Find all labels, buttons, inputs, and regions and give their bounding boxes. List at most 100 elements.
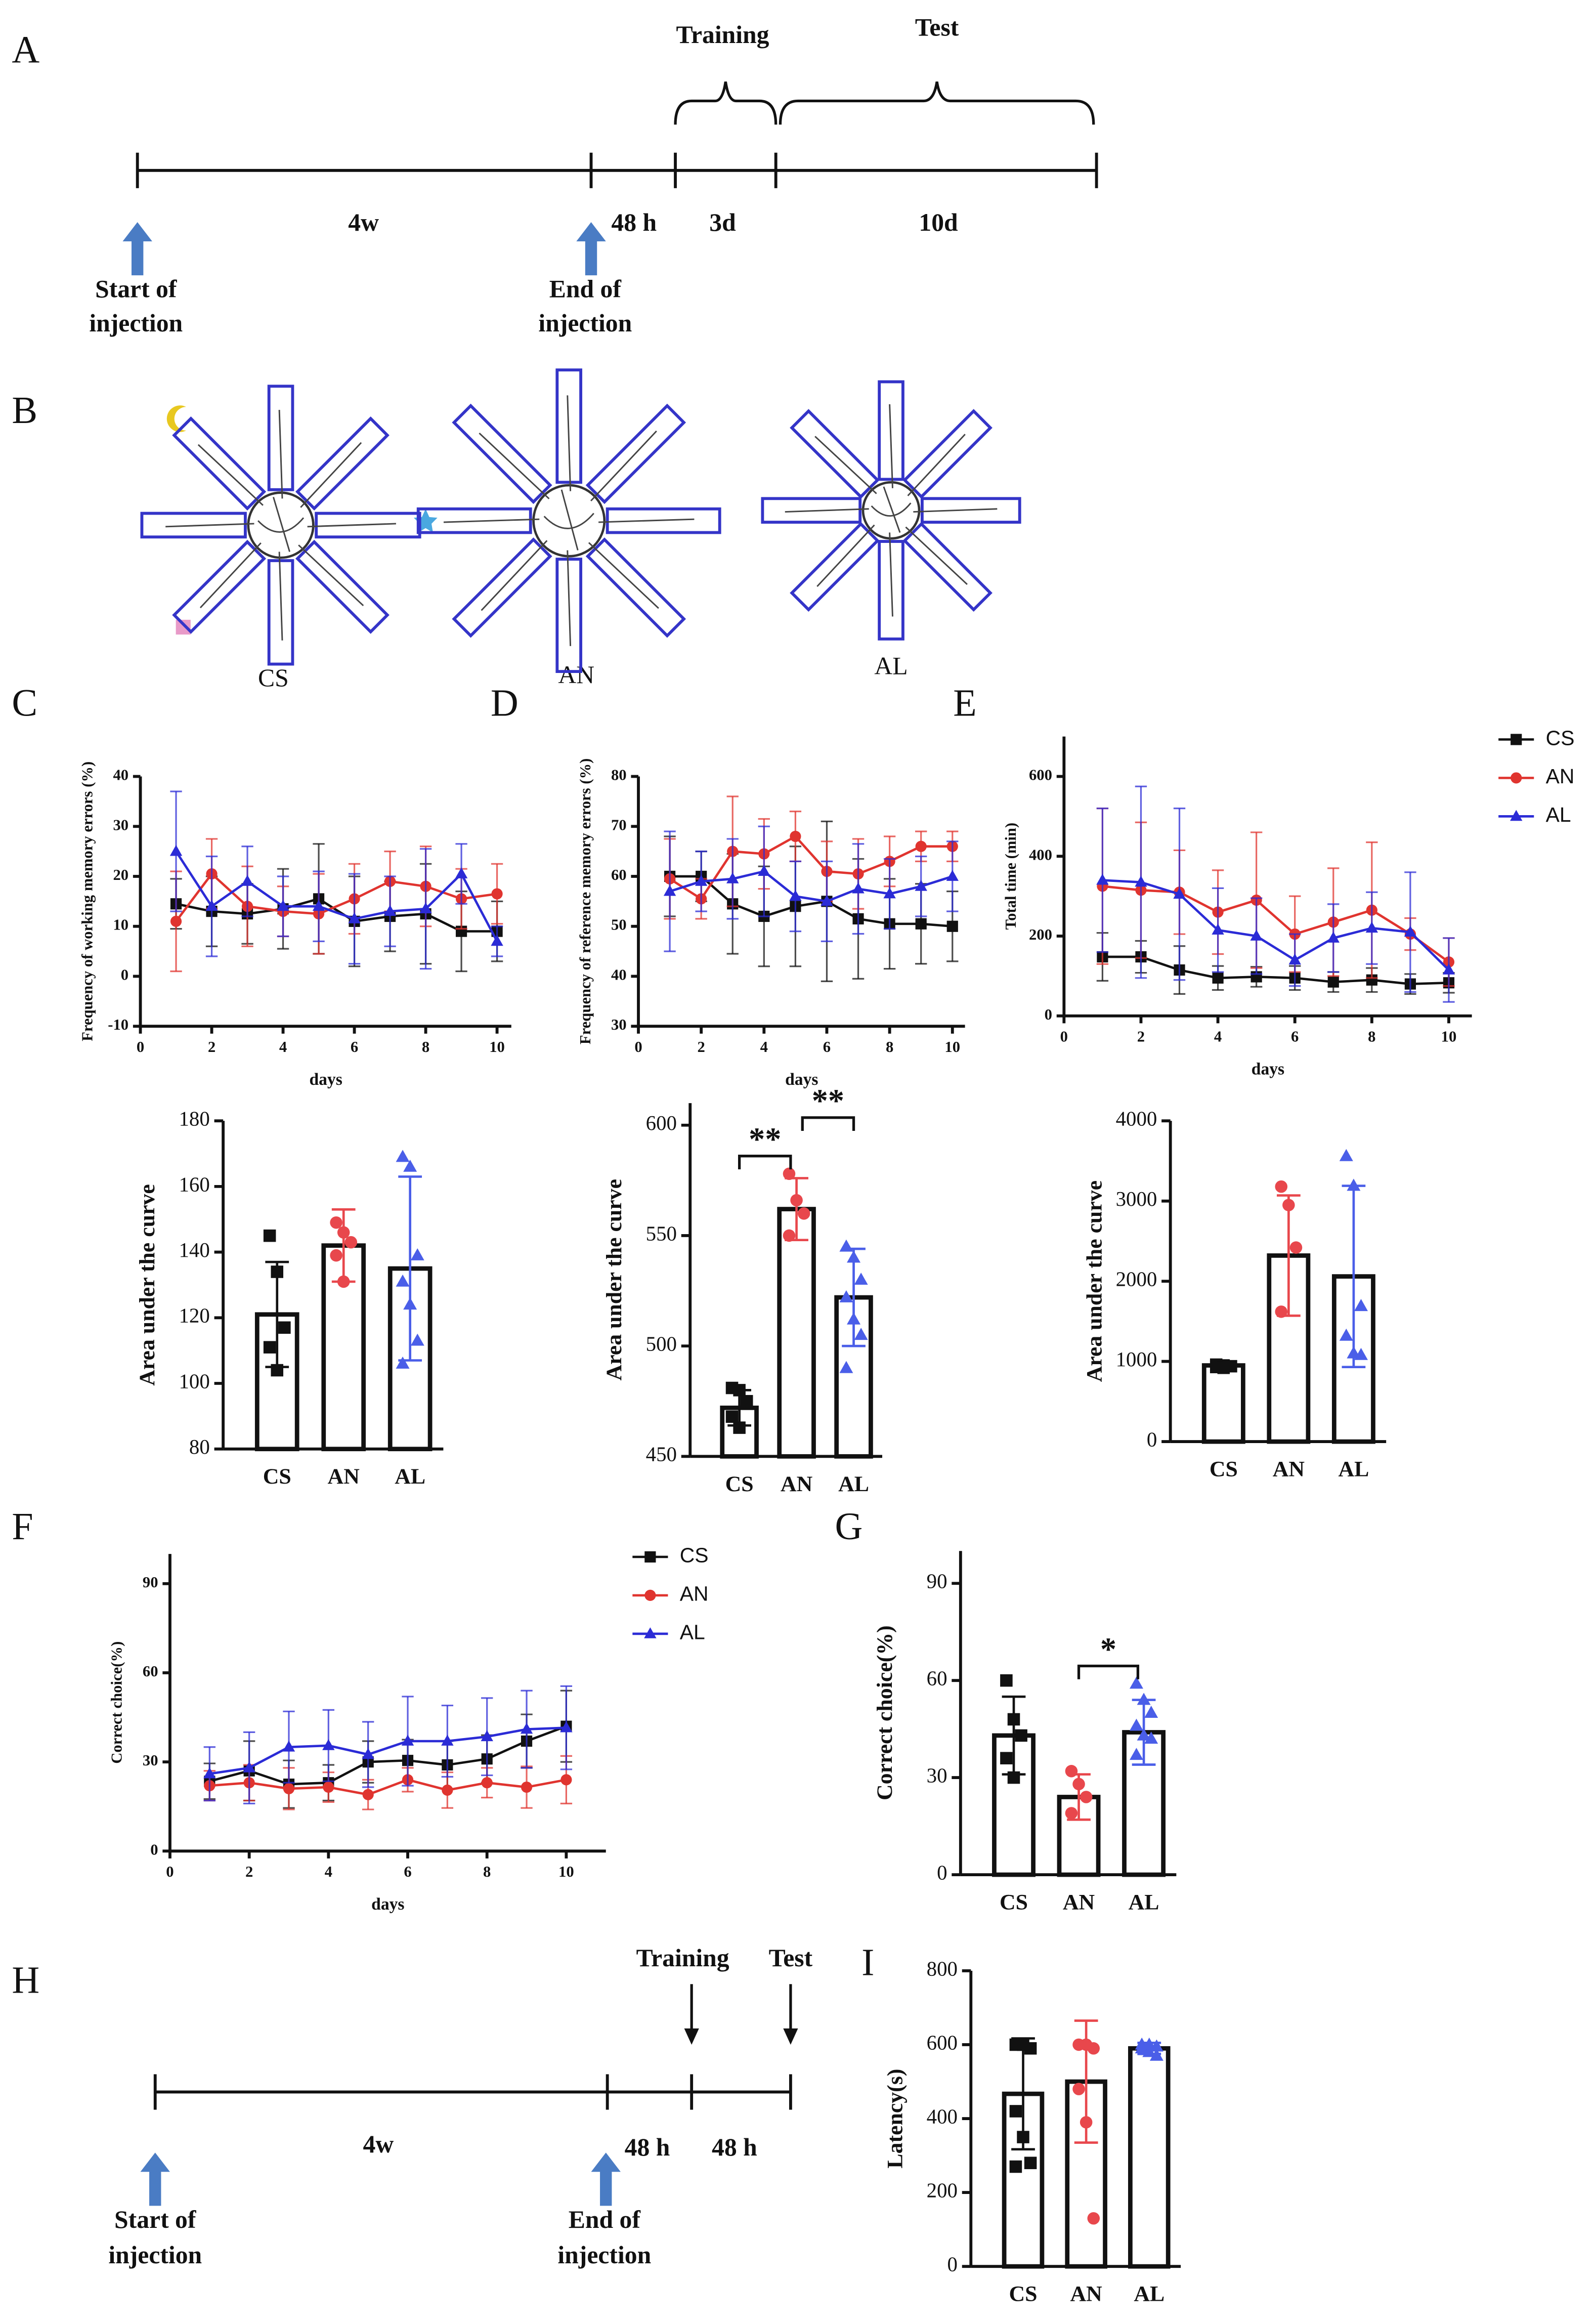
series-line [175,851,498,942]
y-axis-label: Total time (min) [1002,823,1019,930]
interval-label: 3d [709,208,736,236]
data-point [1135,2041,1149,2054]
square-cue [176,619,191,635]
point [322,1739,335,1750]
y-tick-label: 0 [121,966,128,983]
interval-label: 48 h [611,208,657,236]
interval-label: 48 h [712,2133,757,2161]
x-axis-label: days [371,1895,404,1914]
maze-trace [889,404,893,488]
maze-arm [555,558,582,673]
data-point [330,1249,342,1262]
point [789,890,802,901]
event-label: injection [108,2241,202,2269]
point [362,1748,374,1759]
point [348,912,361,923]
y-axis-label: Latency(s) [883,2069,907,2169]
x-tick-label: 2 [245,1863,253,1880]
y-tick-label: 140 [179,1239,210,1261]
x-tick-label: 4 [325,1863,332,1880]
maze-trace [199,542,262,609]
maze-center [247,491,315,559]
legend-label: AN [680,1582,709,1606]
bar [1201,1363,1245,1444]
point [915,918,927,930]
data-point [1000,1752,1013,1764]
x-axis-label: days [1252,1060,1284,1079]
x-tick-label: AN [1063,1890,1095,1914]
significance-bracket [1077,1664,1140,1679]
maze-arm [761,497,862,524]
x-axis-label: days [785,1070,818,1089]
maze-trace [197,444,264,506]
point [170,915,182,927]
x-tick-label: CS [1210,1457,1238,1482]
x-tick-label: AN [781,1472,813,1496]
y-tick-label: 600 [646,1112,677,1134]
maze-arm [606,507,721,534]
event-arrow-head [684,2028,699,2045]
maze-arm [555,368,582,484]
point [491,935,503,946]
data-point [1015,1729,1027,1742]
y-tick-label: 60 [611,866,627,883]
event-label: End of [549,275,622,303]
data-point [1275,1305,1288,1318]
interval-label: 4w [363,2130,394,2158]
maze-arm [902,522,993,612]
data-point [1072,2083,1085,2095]
legend-label: CS [680,1544,709,1567]
maze-trace [278,409,283,499]
data-point [263,1341,276,1354]
event-label: Start of [95,275,178,303]
point [481,1730,493,1742]
moon-cue [166,405,187,432]
y-tick-label: 100 [179,1370,210,1392]
data-point [1017,2131,1029,2143]
point [312,900,325,911]
data-point [396,1356,410,1369]
maze-trace [598,518,695,523]
significance-label: ** [749,1121,781,1157]
maze-trace [913,508,998,513]
maze-trace [543,489,594,551]
panel-label: H [12,1959,39,2002]
point [1442,963,1455,975]
data-point [1087,2042,1100,2055]
y-tick-label: 800 [927,1957,958,1980]
x-tick-label: 0 [634,1038,642,1055]
point [520,1722,533,1734]
timeline-h: Training Test 4w 48 h 48 h Start of inje… [108,1944,812,2269]
data-point [278,1321,291,1334]
data-point [337,1275,350,1288]
maze-trace [165,523,254,528]
point [1212,972,1224,984]
point [758,865,770,876]
data-point [1354,1347,1368,1360]
event-label: injection [557,2241,651,2269]
interval-label: 10d [919,208,958,236]
timeline-a: Training Test 4w 48 h 3d 10d Start of in… [89,14,1098,337]
panel-label: I [861,1941,874,1984]
phase-label: Test [769,1944,813,1972]
maze-arm [585,403,686,504]
point [560,1774,572,1786]
series-line [669,870,953,903]
point [1327,976,1339,988]
injection-arrow [591,2152,621,2206]
series-line [670,875,953,928]
legend-label: AL [1546,803,1571,826]
brace [779,81,1095,125]
y-tick-label: 120 [179,1304,210,1327]
series-line [209,1726,567,1775]
point [790,830,801,842]
y-tick-label: -10 [108,1016,128,1033]
series-line [1102,885,1450,963]
y-tick-label: 30 [927,1764,947,1787]
legend-marker [1511,772,1522,784]
data-point [1347,1178,1361,1191]
data-point [1354,1299,1368,1312]
injection-arrow [576,222,606,276]
significance-label: * [1100,1631,1116,1667]
